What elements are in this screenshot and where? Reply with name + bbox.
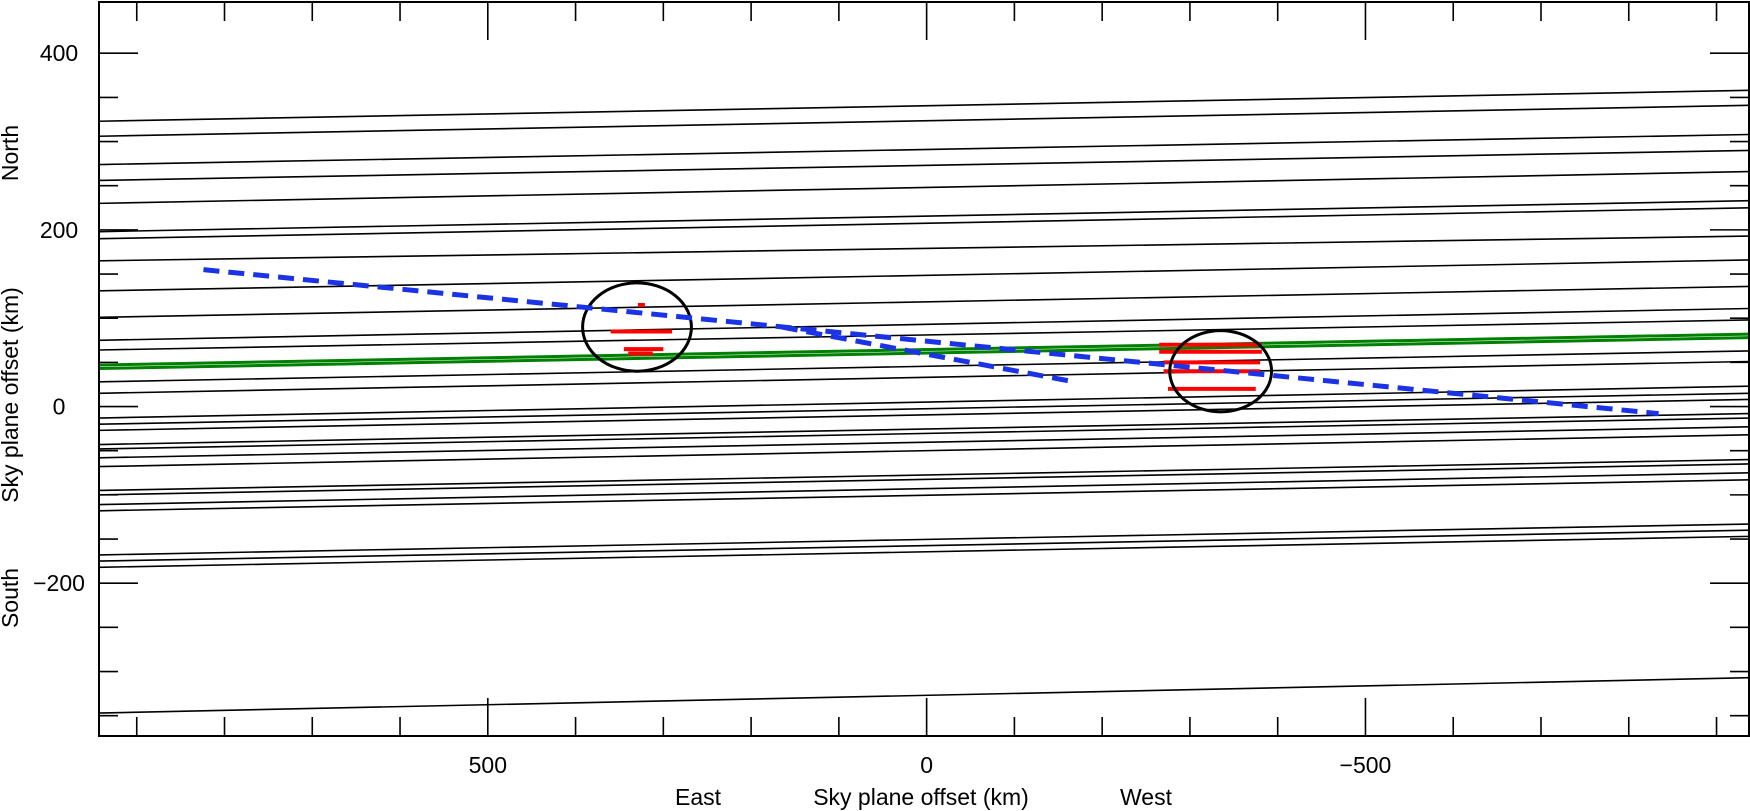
chord-line-10 (99, 307, 1749, 342)
x-direction-east: East (675, 784, 722, 810)
chord-line-7 (99, 235, 1749, 262)
y-tick-label-3: −200 (33, 570, 85, 596)
limb-ellipse-1 (1168, 329, 1274, 414)
chord-line-27 (99, 535, 1749, 569)
chord-line-14 (99, 385, 1749, 419)
y-tick-label-2: 0 (53, 394, 66, 420)
chord-line-24 (99, 479, 1749, 512)
dashed-path-0 (203, 267, 1659, 417)
chord-line-5 (99, 199, 1749, 233)
chord-line-25 (99, 523, 1749, 556)
chord-line-6 (99, 207, 1749, 240)
chord-line-2 (99, 133, 1749, 166)
chord-line-13 (99, 360, 1749, 395)
chord-line-0 (99, 89, 1749, 123)
chord-line-21 (99, 458, 1749, 492)
green-chord-0 (99, 332, 1749, 367)
chord-line-23 (99, 471, 1749, 506)
y-axis-label: Sky plane offset (km) (0, 287, 23, 503)
chord-line-9 (99, 285, 1749, 319)
chord-line-22 (99, 463, 1749, 496)
y-direction-north: North (0, 125, 23, 181)
chord-line-28 (99, 676, 1749, 714)
chord-line-4 (99, 170, 1749, 205)
chord-line-8 (99, 259, 1749, 292)
chord-line-15 (99, 392, 1749, 426)
x-tick-label-0: 500 (469, 752, 507, 778)
chord-line-1 (99, 104, 1749, 138)
y-tick-label-1: 200 (40, 217, 78, 243)
plot-frame (98, 1, 1750, 737)
limb-ellipse-0 (581, 281, 693, 373)
y-direction-south: South (0, 568, 23, 628)
green-chord-1 (99, 336, 1749, 371)
chord-line-17 (99, 412, 1749, 446)
chord-line-18 (99, 417, 1749, 450)
chord-line-19 (99, 426, 1749, 459)
chord-line-16 (99, 398, 1749, 432)
y-tick-label-0: 400 (40, 40, 78, 66)
x-axis-label: Sky plane offset (km) (813, 784, 1029, 810)
x-direction-west: West (1120, 784, 1173, 810)
chord-line-3 (99, 149, 1749, 182)
chord-line-11 (99, 319, 1749, 351)
chord-line-20 (99, 434, 1749, 468)
x-tick-label-2: −500 (1340, 752, 1392, 778)
x-tick-label-1: 0 (920, 752, 933, 778)
chord-line-12 (99, 350, 1749, 383)
chord-line-26 (99, 529, 1749, 562)
